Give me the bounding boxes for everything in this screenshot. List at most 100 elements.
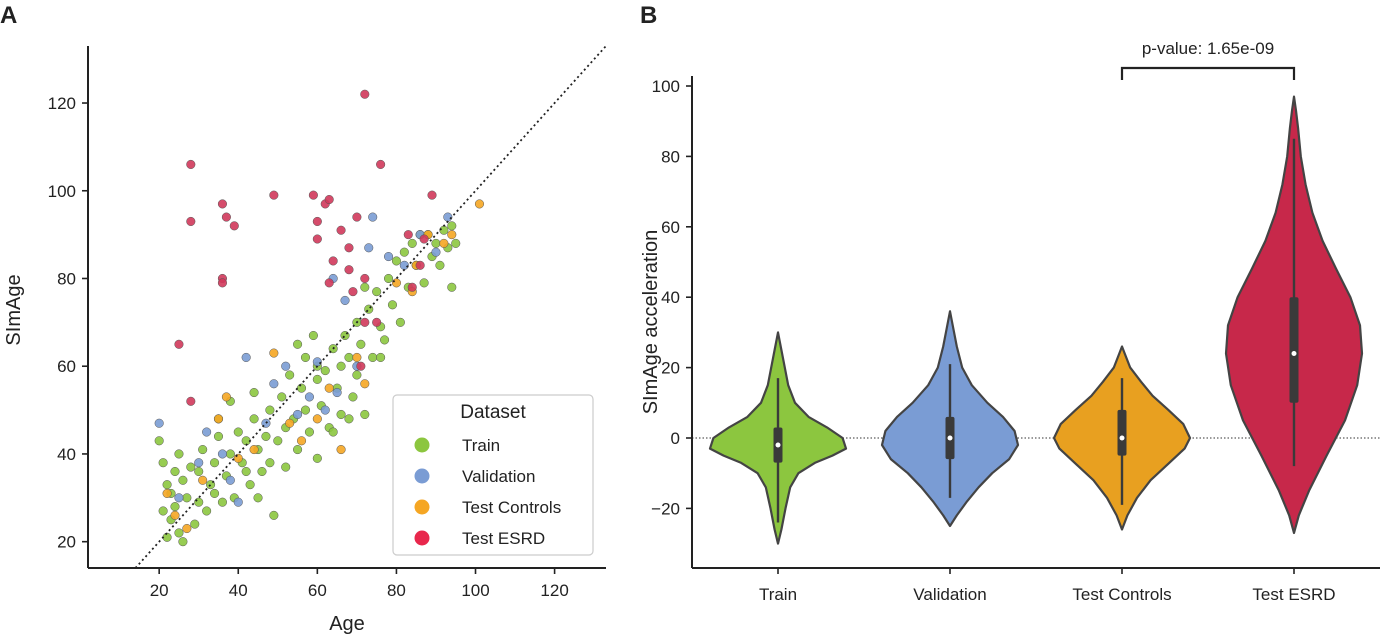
violin-plot: Train Validation Test Controls Test ESRD 10… (640, 39, 1380, 604)
y-tick-label: 40 (57, 445, 76, 464)
scatter-point (427, 190, 437, 200)
legend-marker (414, 437, 430, 453)
x-tick-label: 20 (150, 581, 169, 600)
scatter-point (376, 352, 386, 362)
x-tick-label: Test Controls (1072, 585, 1171, 604)
scatter-point (217, 199, 227, 209)
x-ticks: 20 40 60 80 100 120 (150, 568, 569, 600)
scatter-point (281, 462, 291, 472)
y-tick-label: 20 (57, 533, 76, 552)
scatter-point (344, 414, 354, 424)
y-tick-label: 100 (652, 77, 680, 96)
scatter-point (249, 445, 259, 455)
scatter-point (269, 510, 279, 520)
scatter-point (352, 352, 362, 362)
scatter-point (241, 466, 251, 477)
scatter-point (368, 212, 378, 222)
scatter-point (368, 352, 378, 362)
scatter-point (257, 466, 267, 477)
x-tick-label: Test ESRD (1252, 585, 1335, 604)
y-axis-label: SImAge (3, 274, 25, 345)
x-tick-label: 100 (461, 581, 489, 600)
scatter-point (277, 392, 287, 402)
legend-entries: Train Validation Test Controls Test ESRD (414, 436, 561, 548)
scatter-point (273, 436, 283, 446)
legend-label: Test ESRD (462, 529, 545, 548)
scatter-point (415, 260, 425, 270)
p-value-annotation: p-value: 1.65e-09 (1142, 39, 1274, 58)
violin-iqr-box (1117, 409, 1127, 456)
scatter-point (269, 379, 279, 389)
scatter-point (391, 256, 401, 266)
scatter-point (435, 260, 445, 270)
scatter-point (308, 190, 318, 200)
x-axis-label: Age (329, 613, 365, 634)
scatter-plot: 20 40 60 80 100 120 20 40 60 80 100 120 Age SImAge… (3, 45, 607, 634)
scatter-point (190, 519, 200, 529)
scatter-point (383, 252, 394, 262)
x-tick-label: Validation (913, 585, 986, 604)
scatter-point (158, 506, 168, 516)
scatter-point (265, 458, 275, 468)
y-tick-label: 40 (661, 288, 680, 307)
identity-line (134, 45, 607, 569)
scatter-point (202, 427, 212, 437)
scatter-point (447, 230, 457, 240)
scatter-point (340, 295, 350, 305)
scatter-point (265, 405, 275, 415)
x-ticks: Train Validation Test Controls Test ESRD (759, 568, 1336, 604)
scatter-point (419, 234, 429, 244)
scatter-point (312, 414, 322, 424)
scatter-point (352, 212, 362, 222)
x-tick-label: 60 (308, 581, 327, 600)
scatter-point (217, 497, 227, 507)
scatter-point (296, 436, 307, 446)
scatter-point (376, 159, 386, 169)
scatter-point (344, 243, 354, 253)
scatter-point (348, 287, 358, 297)
scatter-point (403, 230, 413, 240)
legend-marker (414, 499, 430, 515)
scatter-point (296, 383, 307, 393)
scatter-point (300, 405, 311, 415)
scatter-point (352, 370, 362, 380)
scatter-point (229, 221, 239, 231)
scatter-point (308, 330, 318, 341)
scatter-point (293, 409, 303, 420)
scatter-point (194, 497, 204, 507)
y-ticks: 100 80 60 40 20 0 −20 (651, 77, 692, 518)
scatter-point (261, 431, 271, 441)
scatter-point (304, 392, 314, 402)
scatter-point (225, 449, 235, 459)
violin-median (775, 442, 781, 448)
scatter-point (431, 247, 441, 257)
legend-marker (414, 468, 430, 484)
scatter-point (348, 392, 358, 402)
scatter-point (217, 449, 227, 459)
scatter-point (447, 221, 457, 231)
y-tick-label: 80 (661, 147, 680, 166)
scatter-point (407, 238, 417, 248)
x-tick-label: 80 (387, 581, 406, 600)
scatter-point (209, 458, 220, 468)
scatter-point (198, 445, 208, 455)
scatter-point (324, 383, 334, 393)
scatter-point (312, 374, 322, 384)
violin-iqr-box (1289, 297, 1299, 403)
legend-label: Test Controls (462, 498, 561, 517)
violin-median (947, 435, 953, 441)
legend-label: Validation (462, 467, 535, 486)
y-tick-label: −20 (651, 499, 680, 518)
scatter-point (213, 431, 224, 441)
scatter-point (202, 506, 212, 516)
scatter-point (340, 330, 350, 341)
y-axis-label: SImAge acceleration (640, 230, 662, 415)
scatter-point (328, 256, 338, 266)
violins (708, 95, 1364, 545)
scatter-point (356, 361, 366, 371)
scatter-point (221, 212, 231, 222)
scatter-point (474, 199, 485, 209)
violin-median (1119, 435, 1125, 441)
x-tick-label: 40 (229, 581, 248, 600)
